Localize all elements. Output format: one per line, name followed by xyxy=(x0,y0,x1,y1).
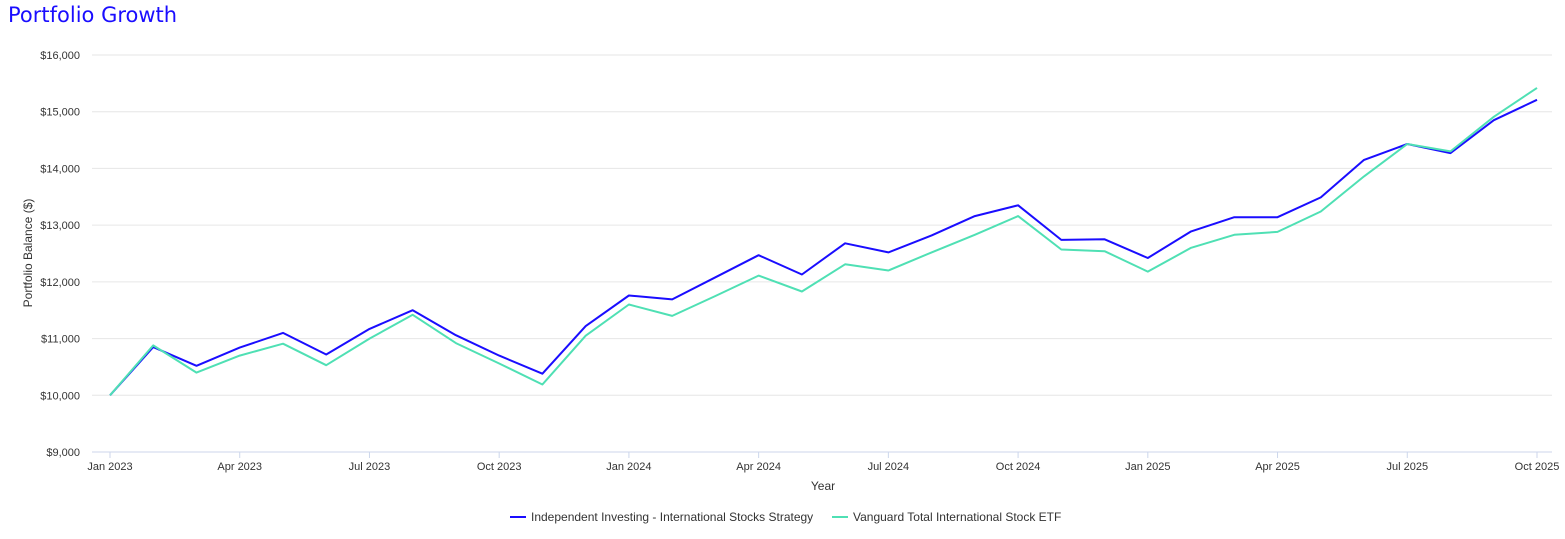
chart-title: Portfolio Growth xyxy=(8,3,178,27)
y-tick-label: $11,000 xyxy=(41,334,80,346)
x-tick-label: Oct 2023 xyxy=(477,461,522,473)
y-tick-label: $14,000 xyxy=(40,163,80,175)
y-axis-label: Portfolio Balance ($) xyxy=(21,199,35,308)
y-tick-label: $12,000 xyxy=(40,277,80,289)
series-line-1 xyxy=(109,98,1538,396)
x-tick-label: Jul 2025 xyxy=(1386,461,1428,473)
x-tick-label: Apr 2023 xyxy=(217,461,262,473)
x-tick-label: Jan 2025 xyxy=(1125,461,1170,473)
series-line-2 xyxy=(109,87,1538,396)
x-tick-label: Jul 2023 xyxy=(349,461,391,473)
y-tick-label: $16,000 xyxy=(40,50,80,62)
x-tick-label: Jan 2024 xyxy=(606,461,651,473)
y-tick-label: $13,000 xyxy=(40,220,80,232)
legend-item: Vanguard Total International Stock ETF xyxy=(853,510,1061,524)
y-tick-label: $10,000 xyxy=(40,390,80,402)
x-tick-label: Apr 2024 xyxy=(736,461,781,473)
y-tick-label: $15,000 xyxy=(40,107,80,119)
x-tick-label: Oct 2025 xyxy=(1515,461,1560,473)
x-tick-label: Apr 2025 xyxy=(1255,461,1300,473)
legend-item: Independent Investing - International St… xyxy=(531,510,813,524)
x-axis-label: Year xyxy=(811,479,835,493)
x-tick-label: Jul 2024 xyxy=(868,461,910,473)
x-tick-label: Oct 2024 xyxy=(996,461,1041,473)
y-tick-label: $9,000 xyxy=(46,447,80,459)
x-tick-label: Jan 2023 xyxy=(87,461,132,473)
